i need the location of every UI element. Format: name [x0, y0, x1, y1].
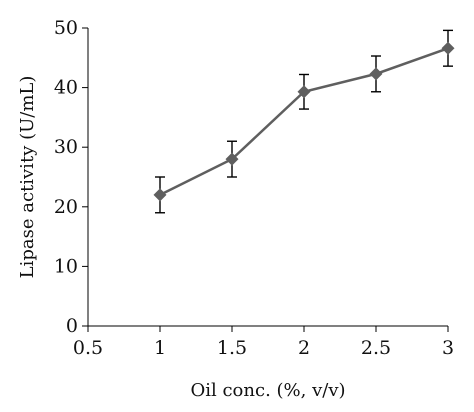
x-ticks: 0.5 1 1.5 2 2.5 3	[73, 326, 454, 359]
x-axis: 0.5 1 1.5 2 2.5 3	[73, 325, 454, 359]
data-series	[153, 29, 455, 214]
x-tick-label: 2	[298, 337, 310, 359]
y-tick-label: 10	[54, 255, 78, 277]
x-axis-label: Oil conc. (%, v/v)	[190, 380, 345, 401]
y-tick-label: 40	[54, 77, 78, 99]
series-line	[159, 47, 449, 196]
y-tick-label: 30	[54, 136, 78, 158]
x-tick-label: 1.5	[217, 337, 247, 359]
x-tick-label: 3	[442, 337, 454, 359]
y-axis-label: Lipase activity (U/mL)	[17, 76, 38, 279]
data-point-marker	[153, 188, 167, 202]
x-tick-label: 1	[154, 337, 166, 359]
y-tick-label: 20	[54, 196, 78, 218]
x-tick-label: 0.5	[73, 337, 103, 359]
x-tick-label: 2.5	[361, 337, 391, 359]
y-tick-label: 0	[66, 315, 78, 337]
y-ticks: 0 10 20 30 40 50	[54, 17, 88, 337]
data-point-marker	[369, 67, 383, 81]
data-point-marker	[225, 152, 239, 166]
y-tick-label: 50	[54, 17, 78, 39]
data-point-marker	[441, 41, 455, 55]
y-axis: 0 10 20 30 40 50	[54, 17, 89, 337]
data-point-marker	[297, 85, 311, 99]
